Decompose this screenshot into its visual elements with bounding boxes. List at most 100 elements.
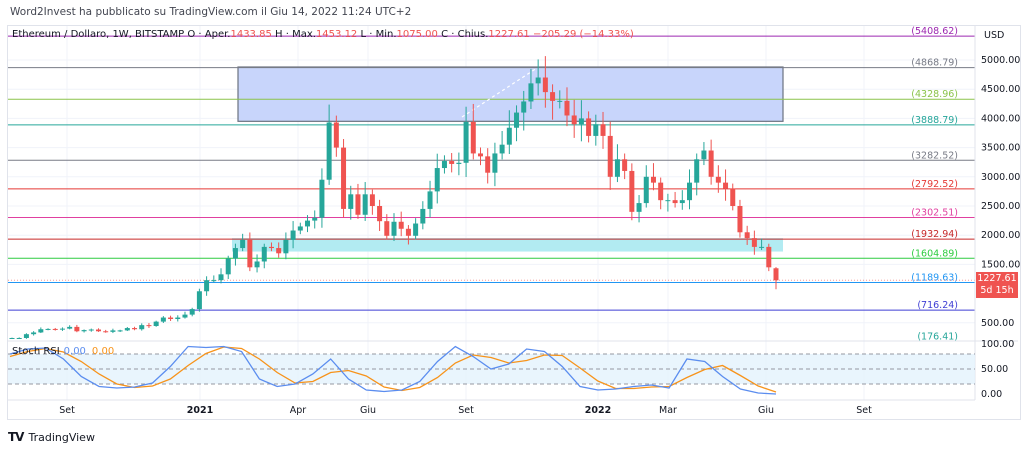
candle[interactable] bbox=[103, 331, 109, 333]
candle[interactable] bbox=[377, 206, 383, 222]
candle[interactable] bbox=[499, 144, 505, 154]
candle[interactable] bbox=[124, 328, 130, 331]
candle[interactable] bbox=[189, 309, 195, 315]
candle[interactable] bbox=[477, 153, 483, 157]
candle[interactable] bbox=[492, 153, 498, 173]
candle[interactable] bbox=[362, 194, 368, 215]
candle[interactable] bbox=[211, 280, 217, 282]
candle[interactable] bbox=[773, 268, 779, 281]
candle[interactable] bbox=[456, 162, 462, 164]
candle[interactable] bbox=[305, 220, 311, 227]
candle[interactable] bbox=[744, 232, 750, 239]
candle[interactable] bbox=[485, 156, 491, 173]
candle[interactable] bbox=[240, 239, 246, 249]
candle[interactable] bbox=[312, 217, 318, 221]
candle[interactable] bbox=[290, 230, 296, 240]
candle[interactable] bbox=[434, 168, 440, 192]
candle[interactable] bbox=[247, 239, 253, 268]
candle[interactable] bbox=[766, 246, 772, 268]
candle[interactable] bbox=[723, 182, 729, 189]
candle[interactable] bbox=[441, 161, 447, 169]
candle[interactable] bbox=[52, 328, 58, 330]
trend-line[interactable] bbox=[461, 67, 538, 118]
candle[interactable] bbox=[463, 121, 469, 163]
candle[interactable] bbox=[45, 328, 51, 330]
candle[interactable] bbox=[276, 248, 282, 254]
candle[interactable] bbox=[9, 337, 15, 339]
candle[interactable] bbox=[521, 101, 527, 113]
candle[interactable] bbox=[81, 330, 87, 332]
candle[interactable] bbox=[16, 337, 22, 339]
candle[interactable] bbox=[254, 261, 260, 268]
candle[interactable] bbox=[333, 122, 339, 148]
candle[interactable] bbox=[67, 326, 73, 329]
candle[interactable] bbox=[687, 182, 693, 201]
candle[interactable] bbox=[622, 159, 628, 171]
candle[interactable] bbox=[636, 203, 642, 212]
candle[interactable] bbox=[470, 121, 476, 154]
candle[interactable] bbox=[348, 194, 354, 209]
support-zone[interactable] bbox=[232, 238, 783, 252]
candle[interactable] bbox=[297, 226, 303, 231]
candle[interactable] bbox=[730, 188, 736, 206]
candle[interactable] bbox=[514, 112, 520, 128]
candle[interactable] bbox=[319, 179, 325, 218]
candle[interactable] bbox=[759, 246, 765, 248]
tradingview-logo-icon[interactable]: TV bbox=[8, 430, 25, 444]
candle[interactable] bbox=[650, 176, 656, 183]
candle[interactable] bbox=[369, 194, 375, 206]
candle[interactable] bbox=[542, 77, 548, 93]
candle[interactable] bbox=[571, 115, 577, 125]
candle[interactable] bbox=[110, 330, 116, 332]
candle[interactable] bbox=[629, 170, 635, 212]
candle[interactable] bbox=[593, 124, 599, 136]
candle[interactable] bbox=[168, 317, 174, 320]
candle[interactable] bbox=[355, 194, 361, 215]
candle[interactable] bbox=[679, 200, 685, 204]
candle[interactable] bbox=[737, 206, 743, 233]
candle[interactable] bbox=[341, 147, 347, 209]
candle[interactable] bbox=[506, 127, 512, 145]
candle[interactable] bbox=[658, 182, 664, 201]
candle[interactable] bbox=[160, 317, 166, 322]
candle[interactable] bbox=[405, 228, 411, 236]
candle[interactable] bbox=[607, 135, 613, 177]
candle[interactable] bbox=[283, 239, 289, 254]
candle[interactable] bbox=[117, 330, 123, 332]
candle[interactable] bbox=[715, 176, 721, 183]
candle[interactable] bbox=[175, 317, 181, 320]
candle[interactable] bbox=[694, 159, 700, 183]
candle[interactable] bbox=[708, 150, 714, 177]
stoch-rsi-label[interactable]: Stoch RSI bbox=[12, 346, 60, 357]
candle[interactable] bbox=[413, 223, 419, 236]
candle[interactable] bbox=[95, 329, 101, 332]
candle[interactable] bbox=[535, 77, 541, 84]
candle[interactable] bbox=[268, 246, 274, 249]
candle[interactable] bbox=[600, 124, 606, 136]
candle[interactable] bbox=[398, 221, 404, 229]
candle[interactable] bbox=[420, 208, 426, 224]
candle[interactable] bbox=[665, 200, 671, 202]
candle[interactable] bbox=[139, 325, 145, 330]
symbol-name[interactable]: Ethereum / Dollaro, 1W, BITSTAMP bbox=[12, 29, 185, 40]
candle[interactable] bbox=[586, 118, 592, 136]
candle[interactable] bbox=[146, 325, 152, 327]
candle[interactable] bbox=[550, 92, 556, 101]
candle[interactable] bbox=[232, 248, 238, 259]
candle[interactable] bbox=[59, 328, 65, 330]
candle[interactable] bbox=[74, 326, 80, 332]
candle[interactable] bbox=[196, 291, 202, 310]
candle[interactable] bbox=[643, 176, 649, 204]
candle[interactable] bbox=[23, 334, 29, 338]
candle[interactable] bbox=[88, 329, 94, 331]
candle[interactable] bbox=[701, 150, 707, 160]
candle[interactable] bbox=[672, 200, 678, 204]
candle[interactable] bbox=[225, 258, 231, 275]
candle[interactable] bbox=[427, 191, 433, 209]
resistance-zone[interactable] bbox=[237, 66, 784, 122]
candle[interactable] bbox=[218, 274, 224, 281]
candle[interactable] bbox=[153, 321, 159, 327]
candle[interactable] bbox=[326, 122, 332, 180]
candle[interactable] bbox=[578, 118, 584, 125]
